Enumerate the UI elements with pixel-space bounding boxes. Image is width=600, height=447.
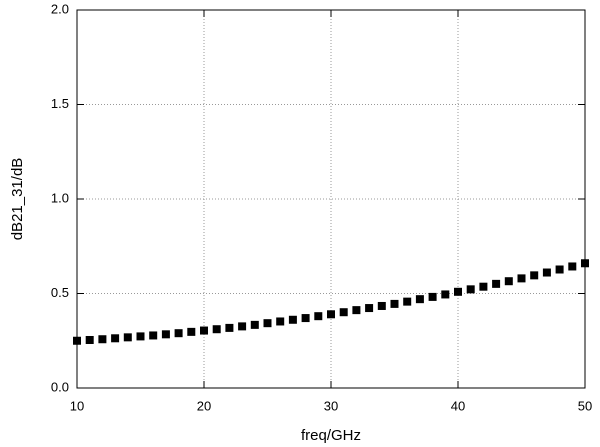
marker [339,308,348,317]
marker [314,312,323,321]
y-tick-label: 0.0 [51,379,69,394]
x-tick-label: 20 [197,398,211,413]
marker [238,322,247,331]
marker [98,335,107,344]
marker [542,268,551,277]
y-tick-label: 1.5 [51,96,69,111]
marker [161,330,170,339]
marker [174,329,183,338]
y-tick-label: 0.5 [51,285,69,300]
x-tick-label: 10 [70,398,84,413]
marker [415,295,424,304]
x-tick-label: 40 [451,398,465,413]
marker [136,332,145,341]
marker [123,333,132,342]
marker [250,320,259,329]
marker [187,327,196,336]
marker [276,317,285,326]
x-axis-title: freq/GHz [301,427,361,444]
marker [479,282,488,291]
marker [365,304,374,313]
marker [504,277,513,286]
marker [85,335,94,344]
marker [352,306,361,315]
marker [390,299,399,308]
marker [73,336,81,345]
marker [492,279,501,288]
marker [327,310,335,319]
marker [517,274,526,283]
x-tick-label: 30 [324,398,338,413]
marker [403,297,412,306]
marker [200,326,208,335]
marker [568,262,577,271]
marker [428,292,437,301]
marker [225,323,234,332]
marker [111,334,120,343]
marker [466,285,475,294]
marker [530,271,539,280]
marker [301,314,310,323]
y-axis-title: dB21_31/dB [9,158,26,241]
y-tick-label: 2.0 [51,1,69,16]
marker [149,331,158,340]
marker [454,287,462,296]
marker [581,259,589,268]
marker [441,290,450,299]
marker [555,265,564,274]
marker [377,301,386,310]
marker [288,315,297,324]
marker [263,319,272,328]
marker [212,325,221,334]
plot-frame [76,9,586,389]
y-tick-label: 1.0 [51,190,69,205]
x-tick-label: 50 [578,398,592,413]
